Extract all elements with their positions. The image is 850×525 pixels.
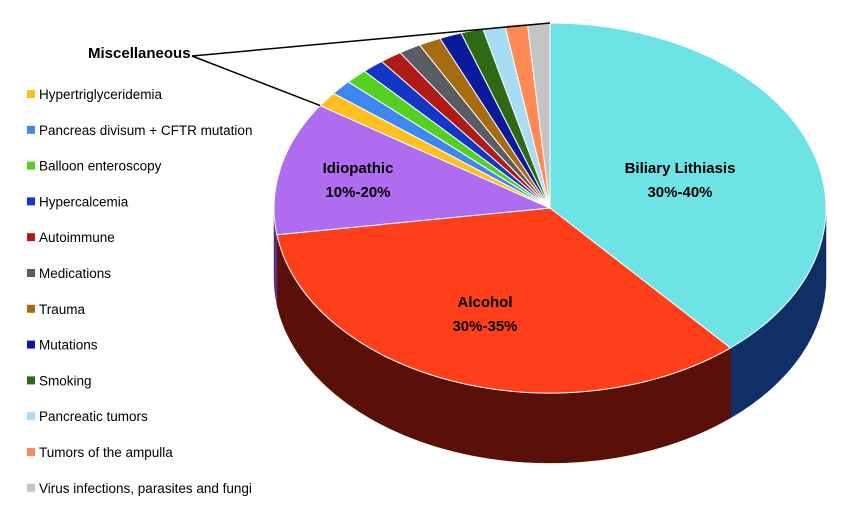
legend-label-pancreatic-tumors: Pancreatic tumors — [39, 409, 148, 424]
legend-label-balloon-enteroscopy: Balloon enteroscopy — [39, 159, 162, 174]
legend-label-pancreas-divisum-cftr-mutation: Pancreas divisum + CFTR mutation — [39, 123, 252, 138]
legend: Hypertriglyceridemia Pancreas divisum + C… — [27, 87, 252, 496]
slice-label-idiopathic: Idiopathic — [323, 160, 394, 177]
legend-swatch-trauma — [27, 304, 35, 313]
callout-line-bottom — [191, 55, 321, 107]
legend-swatch-virus-infections-parasites-and-fungi — [27, 483, 35, 492]
slice-value-biliary-lithiasis: 30%-40% — [647, 184, 712, 201]
pie-slice-biliary-lithiasis — [549, 22, 827, 349]
legend-swatch-pancreatic-tumors — [27, 412, 35, 421]
legend-swatch-pancreas-divisum-cftr-mutation — [27, 125, 35, 134]
slice-value-idiopathic: 10%-20% — [325, 184, 390, 201]
legend-label-smoking: Smoking — [39, 373, 92, 388]
slice-value-alcohol: 30%-35% — [452, 318, 517, 335]
legend-label-tumors-of-the-ampulla: Tumors of the ampulla — [39, 445, 173, 460]
legend-label-virus-infections-parasites-and-fungi: Virus infections, parasites and fungi — [39, 481, 252, 496]
legend-swatch-mutations — [27, 340, 35, 349]
pie-slice-alcohol — [276, 207, 732, 394]
legend-swatch-tumors-of-the-ampulla — [27, 448, 35, 456]
legend-swatch-hypercalcemia — [27, 197, 35, 206]
slice-label-biliary-lithiasis: Biliary Lithiasis — [625, 160, 736, 177]
legend-label-autoimmune: Autoimmune — [39, 230, 115, 245]
legend-label-hypertriglyceridemia: Hypertriglyceridemia — [39, 87, 163, 102]
legend-swatch-autoimmune — [27, 233, 35, 242]
callout-label-miscellaneous: Miscellaneous — [88, 45, 191, 62]
legend-swatch-balloon-enteroscopy — [27, 161, 35, 170]
legend-swatch-medications — [27, 269, 35, 277]
legend-swatch-smoking — [27, 376, 35, 385]
pie-top-faces — [273, 22, 827, 394]
legend-label-hypercalcemia: Hypercalcemia — [39, 194, 129, 209]
legend-swatch-hypertriglyceridemia — [27, 90, 35, 98]
slice-label-alcohol: Alcohol — [458, 294, 513, 311]
callout-line-top — [191, 22, 551, 57]
legend-label-trauma: Trauma — [39, 302, 86, 317]
legend-label-medications: Medications — [39, 266, 111, 281]
legend-label-mutations: Mutations — [39, 338, 98, 353]
pie-slice-idiopathic — [273, 104, 552, 236]
